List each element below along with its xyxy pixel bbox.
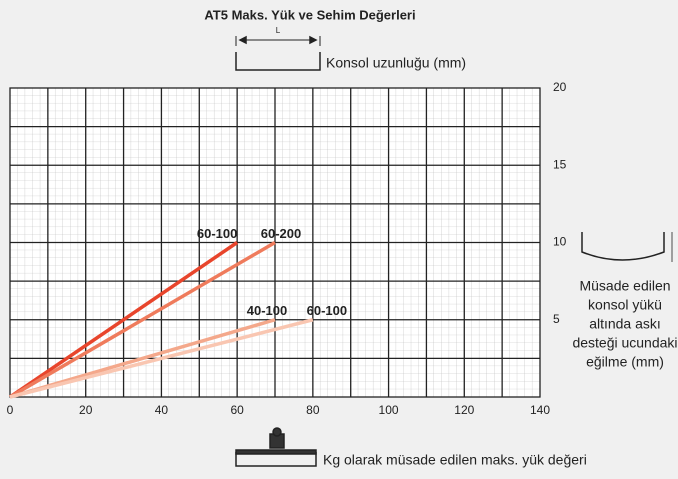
series-line: [9, 241, 239, 399]
y-tick-label: 10: [553, 235, 567, 249]
chart-title: AT5 Maks. Yük ve Sehim Değerleri: [204, 7, 415, 22]
length-icon: [235, 35, 321, 71]
length-symbol: L: [276, 26, 281, 35]
x-tick-label: 140: [530, 403, 550, 417]
top-label: Konsol uzunluğu (mm): [326, 55, 466, 71]
y-axis-label: desteği ucundaki: [572, 335, 677, 351]
x-tick-label: 100: [379, 403, 399, 417]
series-line: [9, 318, 314, 399]
y-tick-label: 5: [553, 312, 560, 326]
x-tick-label: 40: [155, 403, 169, 417]
x-tick-label: 0: [7, 403, 14, 417]
x-tick-label: 120: [454, 403, 474, 417]
plot-frame: [9, 87, 541, 398]
y-axis-label: konsol yükü: [588, 297, 662, 313]
series-line: [9, 240, 276, 399]
x-tick-label: 60: [230, 403, 244, 417]
x-tick-label: 20: [79, 403, 93, 417]
x-axis-label: Kg olarak müsade edilen maks. yük değeri: [323, 452, 587, 468]
x-tick-label: 80: [306, 403, 320, 417]
y-axis-label: altında askı: [589, 316, 661, 332]
y-axis-label: eğilme (mm): [586, 354, 664, 370]
load-icon: [235, 427, 317, 467]
series-label: 40-100: [247, 303, 287, 318]
y-tick-label: 20: [553, 80, 567, 94]
y-tick-label: 15: [553, 157, 567, 171]
series-label: 60-100: [197, 226, 237, 241]
y-axis-label: Müsade edilen: [579, 278, 670, 294]
deflection-icon: [581, 232, 673, 262]
series-label: 60-200: [261, 226, 301, 241]
series-label: 60-100: [307, 303, 347, 318]
